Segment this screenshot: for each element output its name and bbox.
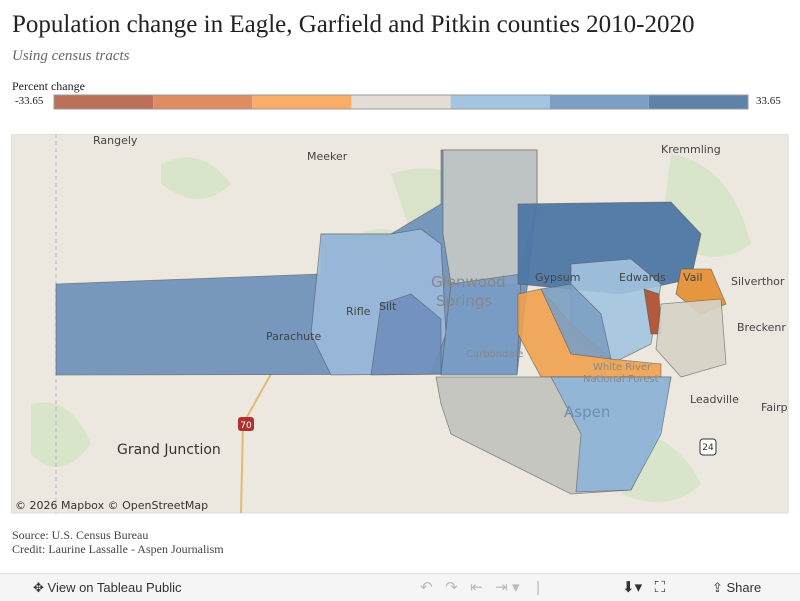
legend-swatch bbox=[54, 95, 154, 109]
place-label: Edwards bbox=[619, 271, 666, 284]
place-label: Springs bbox=[436, 292, 492, 310]
place-label: Parachute bbox=[266, 330, 321, 343]
place-label: Grand Junction bbox=[117, 442, 221, 458]
place-label: Rangely bbox=[93, 134, 138, 147]
legend-min: -33.65 bbox=[15, 95, 44, 107]
source: Source: U.S. Census Bureau bbox=[12, 528, 149, 542]
place-label: Kremmling bbox=[661, 143, 721, 156]
place-label: Fairp bbox=[761, 401, 788, 414]
legend-swatch bbox=[450, 95, 550, 109]
place-label: Leadville bbox=[690, 393, 739, 406]
title: Population change in Eagle, Garfield and… bbox=[12, 11, 695, 38]
legend-label: Percent change bbox=[12, 79, 85, 93]
place-label: Silverthor bbox=[731, 275, 785, 288]
shield: 24 bbox=[702, 443, 714, 453]
legend-swatch bbox=[549, 95, 649, 109]
attribution: © 2026 Mapbox © OpenStreetMap bbox=[15, 499, 208, 512]
legend-swatch bbox=[252, 95, 352, 109]
place-label: White River bbox=[593, 362, 652, 373]
legend-swatch bbox=[351, 95, 451, 109]
place-label: Silt bbox=[379, 300, 397, 313]
place-label: National Forest bbox=[583, 374, 659, 385]
shield: 70 bbox=[240, 421, 252, 431]
view-text: View on Tableau Public bbox=[47, 580, 182, 595]
place-label: Rifle bbox=[346, 305, 371, 318]
undo-redo[interactable]: ↶ ↷ ⇤ ⇥ ▾ | bbox=[420, 579, 541, 596]
legend-swatch bbox=[648, 95, 748, 109]
legend-scale bbox=[53, 94, 749, 110]
place-label: Carbondale bbox=[466, 349, 523, 360]
legend-max: 33.65 bbox=[756, 95, 781, 107]
toolbar: ✥ View on Tableau Public ↶ ↷ ⇤ ⇥ ▾ | ⬇▾ … bbox=[0, 573, 800, 601]
share-button[interactable]: ⇪ Share bbox=[712, 580, 762, 595]
place-label: Meeker bbox=[307, 150, 348, 163]
place-label: Aspen bbox=[564, 403, 610, 421]
place-label: Vail bbox=[683, 271, 703, 284]
place-label: Gypsum bbox=[535, 271, 580, 284]
credit: Credit: Laurine Lassalle - Aspen Journal… bbox=[12, 542, 224, 556]
share-text: Share bbox=[726, 580, 762, 595]
subtitle: Using census tracts bbox=[12, 48, 130, 64]
place-label: Breckenr bbox=[737, 321, 786, 334]
legend-swatch bbox=[153, 95, 253, 109]
legend-border bbox=[53, 94, 749, 110]
view-button[interactable]: ✥ View on Tableau Public bbox=[33, 580, 182, 595]
map[interactable]: Rangely Meeker Kremmling Gypsum Edwards … bbox=[11, 134, 789, 514]
download[interactable]: ⬇▾ ⛶ bbox=[622, 579, 666, 596]
place-label: Glenwood bbox=[431, 273, 506, 291]
